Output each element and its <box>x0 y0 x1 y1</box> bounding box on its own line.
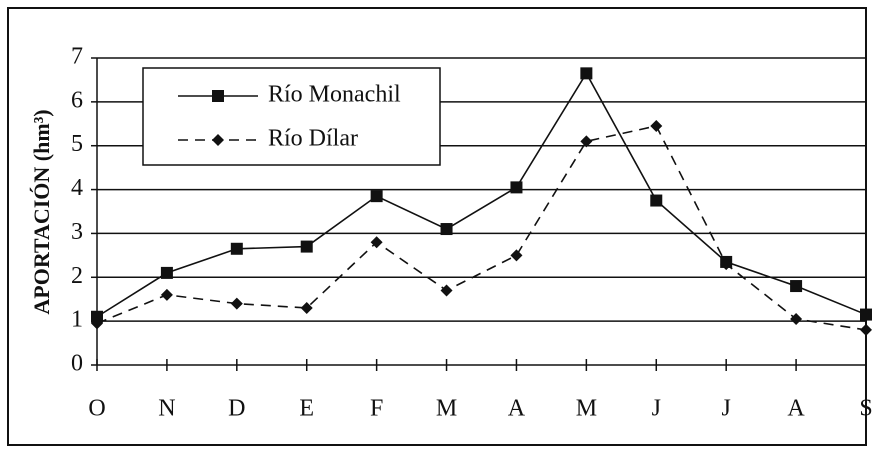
y-tick-label: 2 <box>71 263 83 289</box>
data-point <box>580 67 593 80</box>
x-tick-label: M <box>436 396 457 422</box>
y-tick-label: 0 <box>71 351 83 377</box>
data-point <box>510 181 523 194</box>
frame <box>7 7 867 446</box>
data-point <box>230 242 243 255</box>
data-point <box>440 223 453 236</box>
x-tick-label: F <box>370 396 383 422</box>
data-point <box>300 240 313 253</box>
y-tick-label: 7 <box>71 44 83 70</box>
data-point <box>300 301 313 314</box>
data-point <box>860 323 872 336</box>
y-tick-label: 5 <box>71 131 83 157</box>
y-axis-label: APORTACIÓN (hm³) <box>29 109 54 314</box>
data-point <box>580 135 593 148</box>
y-tick-label: 4 <box>71 175 83 201</box>
legend-marker <box>212 90 224 102</box>
data-point <box>91 310 103 323</box>
data-point <box>720 258 733 271</box>
x-tick-label: N <box>158 396 175 422</box>
x-tick-label: J <box>652 396 661 422</box>
x-tick-label: A <box>787 396 805 422</box>
data-point <box>790 280 803 293</box>
x-tick-label: S <box>859 396 872 422</box>
data-point <box>370 236 383 249</box>
data-point <box>790 312 803 325</box>
y-tick-label: 3 <box>71 219 83 245</box>
data-point <box>230 297 243 310</box>
x-tick-label: O <box>88 396 105 422</box>
legend-label: Río Monachil <box>268 82 401 108</box>
x-tick-label: E <box>299 396 314 422</box>
data-point <box>860 308 872 321</box>
series-line <box>96 125 867 331</box>
data-point <box>510 249 523 262</box>
data-point <box>370 190 383 203</box>
data-point <box>160 288 173 301</box>
data-point <box>650 119 663 132</box>
legend-label: Río Dílar <box>268 126 358 152</box>
data-point <box>440 284 453 297</box>
data-point <box>160 266 173 279</box>
series-line <box>96 71 867 318</box>
x-tick-label: J <box>722 396 731 422</box>
x-tick-label: A <box>508 396 526 422</box>
y-tick-label: 1 <box>71 307 83 333</box>
x-tick-label: M <box>576 396 597 422</box>
data-point <box>650 194 663 207</box>
y-tick-label: 6 <box>71 87 83 113</box>
data-point <box>91 317 103 330</box>
legend-box <box>142 67 441 166</box>
legend-marker <box>212 134 224 146</box>
x-tick-label: D <box>228 396 245 422</box>
